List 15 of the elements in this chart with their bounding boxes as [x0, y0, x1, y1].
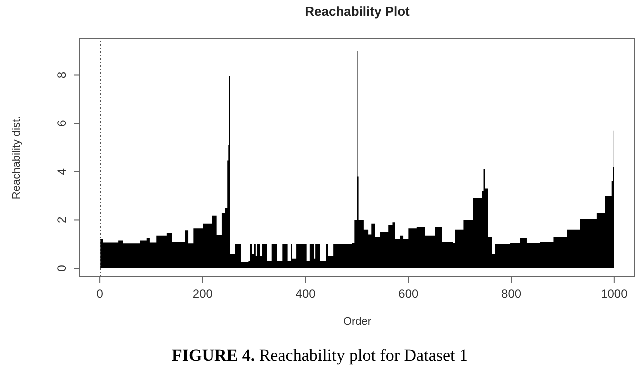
chart-title: Reachability Plot — [305, 4, 411, 19]
x-tick-label: 0 — [96, 287, 104, 301]
x-tick-label: 1000 — [601, 287, 628, 301]
y-tick-label: 4 — [55, 168, 69, 176]
y-tick-label: 8 — [55, 72, 69, 79]
y-axis-title: Reachability dist. — [11, 116, 23, 200]
x-tick-label: 600 — [398, 287, 420, 301]
y-tick-label: 2 — [55, 216, 69, 224]
y-tick-label: 0 — [55, 264, 69, 272]
x-tick-label: 400 — [296, 287, 316, 301]
x-axis-title: Order — [343, 316, 372, 328]
caption: FIGURE 4. Reachability plot for Dataset 1 — [172, 346, 468, 365]
x-tick-label: 200 — [192, 287, 214, 301]
x-tick-label: 800 — [502, 287, 522, 301]
y-tick-label: 6 — [55, 120, 69, 127]
